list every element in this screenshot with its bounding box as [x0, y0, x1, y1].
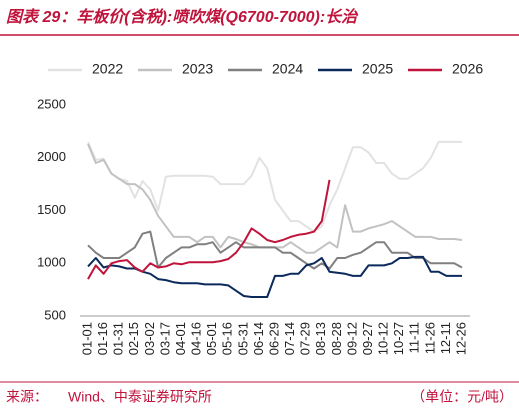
legend-label: 2022 [92, 61, 123, 77]
legend-label: 2025 [362, 61, 393, 77]
source-label: 来源： [6, 389, 48, 405]
x-tick-label: 08-28 [329, 322, 344, 355]
x-tick-label: 04-01 [173, 322, 188, 355]
legend-label: 2026 [452, 61, 483, 77]
x-tick-label: 12-26 [453, 322, 468, 355]
y-tick-label: 1000 [37, 255, 66, 270]
x-tick-label: 11-26 [422, 322, 437, 354]
y-tick-label: 500 [44, 307, 66, 322]
x-tick-label: 01-01 [79, 322, 94, 355]
x-tick-label: 07-29 [298, 322, 313, 355]
series-line [87, 179, 331, 280]
x-tick-label: 04-16 [189, 322, 204, 355]
unit: （单位：元/吨） [411, 389, 513, 405]
x-tick-label: 05-16 [220, 322, 235, 355]
source: Wind、中泰证券研究所 [68, 389, 212, 405]
x-tick-label: 01-16 [95, 322, 110, 355]
legend-label: 2024 [272, 61, 303, 77]
x-tick-label: 05-31 [235, 322, 250, 355]
x-tick-label: 03-17 [157, 322, 172, 355]
x-tick-label: 10-12 [376, 322, 391, 355]
y-tick-label: 2500 [37, 96, 66, 111]
x-tick-label: 12-11 [438, 322, 453, 354]
x-tick-label: 01-31 [111, 322, 126, 355]
chart-title: 图表 29：车板价(含税):喷吹煤(Q6700-7000):长治 [6, 8, 359, 26]
x-tick-label: 06-29 [266, 322, 281, 355]
x-tick-label: 10-27 [391, 322, 406, 355]
y-tick-label: 1500 [37, 202, 66, 217]
x-tick-label: 09-27 [360, 322, 375, 355]
x-tick-label: 03-02 [142, 322, 157, 355]
x-tick-label: 06-14 [251, 322, 266, 355]
y-tick-label: 2000 [37, 149, 66, 164]
legend-label: 2023 [182, 61, 213, 77]
x-tick-label: 09-12 [344, 322, 359, 355]
series-line [87, 140, 462, 233]
x-tick-label: 02-15 [126, 322, 141, 355]
series-line [87, 230, 463, 270]
x-tick-label: 07-14 [282, 322, 297, 355]
series-line [87, 255, 462, 298]
x-tick-label: 11-11 [407, 322, 422, 353]
x-tick-label: 05-01 [204, 322, 219, 355]
x-tick-label: 08-13 [313, 322, 328, 355]
